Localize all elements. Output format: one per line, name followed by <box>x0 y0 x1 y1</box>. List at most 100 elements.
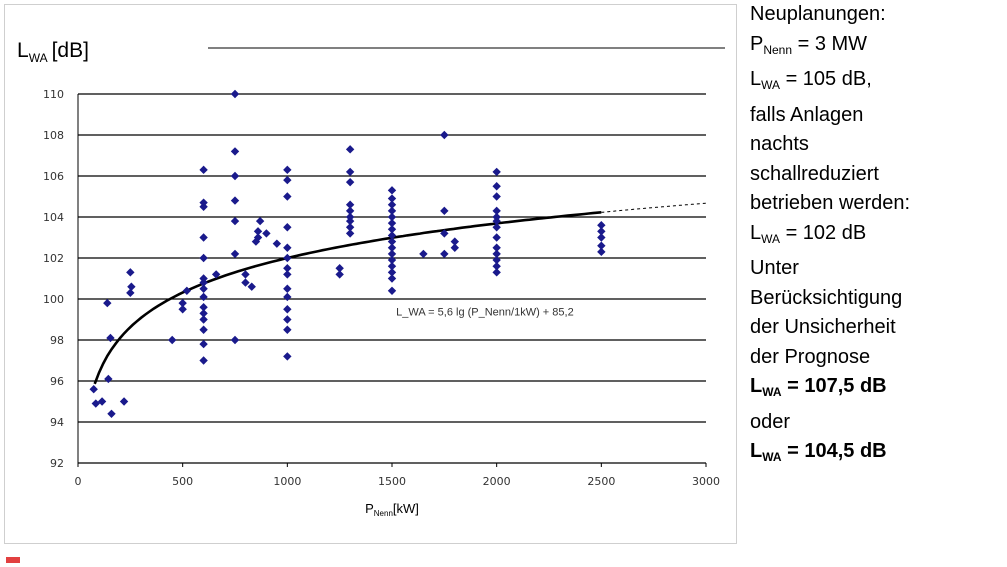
data-point <box>283 165 292 175</box>
side-line-lwa-102: LWA = 102 dB <box>750 221 867 246</box>
data-point <box>283 315 292 324</box>
y-tick-label: 98 <box>50 334 64 347</box>
fit-curve <box>93 202 707 385</box>
data-point <box>106 333 115 343</box>
y-tick-label: 108 <box>43 129 64 142</box>
data-point <box>597 233 606 242</box>
data-point <box>104 374 113 384</box>
data-point <box>283 253 292 263</box>
data-point <box>387 255 397 265</box>
data-point <box>345 229 355 238</box>
data-point <box>345 200 355 209</box>
data-point <box>178 305 187 314</box>
data-point <box>283 270 292 279</box>
data-point <box>387 268 397 277</box>
data-point <box>272 239 282 248</box>
data-point <box>119 397 129 406</box>
data-point <box>387 286 397 295</box>
data-point <box>199 233 208 242</box>
data-point <box>199 325 208 334</box>
fit-equation-label: L_WA = 5,6 lg (P_Nenn/1kW) + 85,2 <box>396 306 574 318</box>
data-point <box>182 286 192 295</box>
y-tick-label: 96 <box>50 375 64 388</box>
data-point <box>283 192 292 201</box>
data-point <box>492 212 501 222</box>
y-tick-label: 102 <box>43 252 64 265</box>
data-point <box>345 177 355 187</box>
axis-labels: 92 94 96 98 100 102 104 106 108 110 0 500 1000 1500 20… <box>17 39 720 518</box>
data-point <box>492 167 501 177</box>
side-line-uncertainty-4: der Prognose <box>750 345 871 368</box>
data-point <box>199 303 208 312</box>
data-point <box>199 253 208 263</box>
data-point <box>345 167 355 177</box>
y-tick-label: 104 <box>43 211 64 224</box>
data-point <box>262 229 271 238</box>
y-tick-label: 92 <box>50 457 64 470</box>
data-point <box>103 298 112 308</box>
side-line-condition-1: falls Anlagen <box>750 103 864 126</box>
side-line-lwa-105: LWA = 105 dB, <box>750 68 872 92</box>
data-point <box>387 249 397 259</box>
data-point <box>387 200 397 209</box>
data-point <box>492 192 501 201</box>
data-point <box>345 145 355 154</box>
data-point <box>255 216 265 226</box>
data-point <box>492 255 501 265</box>
data-point <box>387 212 397 222</box>
data-point <box>107 409 116 418</box>
data-point <box>387 206 397 216</box>
data-point <box>126 288 135 298</box>
side-line-uncertainty-1: Unter <box>750 257 799 279</box>
data-point <box>241 270 250 279</box>
data-point <box>247 282 256 291</box>
x-axis-label: PNenn[kW] <box>365 501 419 518</box>
data-point <box>597 221 606 230</box>
fit-curve-solid <box>93 211 602 385</box>
data-point <box>230 147 240 156</box>
data-point <box>253 227 263 236</box>
data-point <box>283 352 292 361</box>
data-point <box>387 237 397 246</box>
red-marker <box>6 557 20 563</box>
data-point <box>450 243 459 252</box>
axes <box>77 47 725 467</box>
data-point <box>440 249 449 259</box>
data-point <box>492 268 501 277</box>
data-point <box>387 186 397 195</box>
data-point <box>597 227 606 236</box>
data-point <box>178 298 187 308</box>
side-line-lwa-107-5: LWA = 107,5 dB <box>750 375 887 399</box>
data-point <box>345 206 355 216</box>
fit-curve-extrapolated <box>601 202 707 213</box>
side-line-condition-2: nachts <box>750 133 809 155</box>
data-point <box>199 292 208 302</box>
data-point <box>199 284 208 293</box>
data-point <box>387 218 397 228</box>
y-axis-label: LWA [dB] <box>17 39 89 65</box>
data-point <box>199 315 208 324</box>
data-point <box>126 268 135 277</box>
data-point <box>387 231 397 240</box>
data-point <box>387 194 397 203</box>
data-point <box>492 243 501 252</box>
data-point <box>387 274 397 283</box>
y-tick-label: 110 <box>43 88 64 101</box>
data-point <box>387 243 397 252</box>
y-tick-label: 106 <box>43 170 64 183</box>
data-point <box>492 249 501 259</box>
data-point <box>283 243 292 252</box>
data-point <box>230 335 240 345</box>
data-point <box>492 182 501 191</box>
side-line-uncertainty-3: der Unsicherheit <box>750 316 896 338</box>
data-point <box>283 292 292 302</box>
data-point <box>230 89 240 99</box>
x-tick-label: 1000 <box>273 475 301 488</box>
data-point <box>283 223 292 232</box>
x-tick-label: 2500 <box>587 475 615 488</box>
data-point <box>230 249 240 259</box>
data-point <box>230 216 240 226</box>
data-point <box>241 278 250 287</box>
data-point <box>597 241 606 250</box>
data-point <box>597 247 606 257</box>
